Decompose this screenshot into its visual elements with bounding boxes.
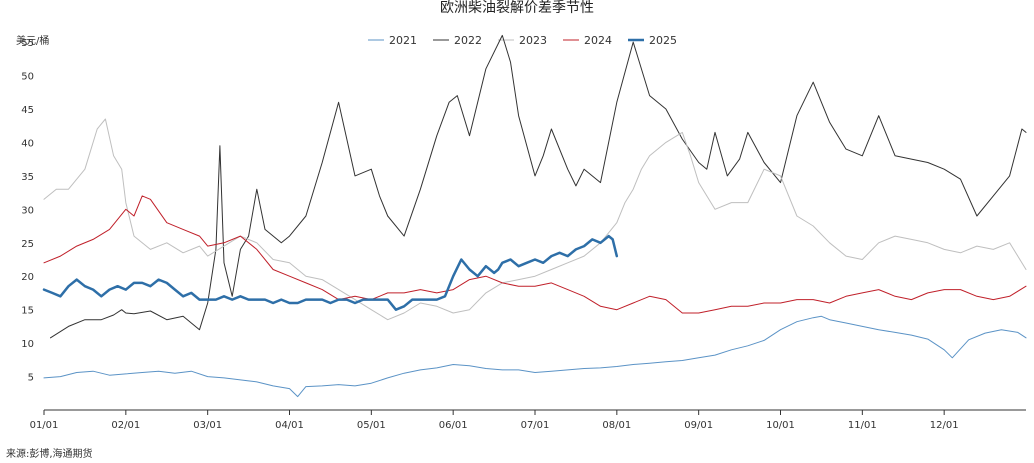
x-tick-label: 05/01: [357, 420, 386, 431]
y-axis-unit-label: 美元/桶: [16, 34, 49, 47]
source-note: 来源:彭博,海通期货: [6, 447, 93, 460]
x-tick-label: 12/01: [930, 420, 959, 431]
y-tick-label: 25: [21, 239, 34, 250]
x-tick-label: 03/01: [193, 420, 222, 431]
x-tick-label: 01/01: [30, 420, 59, 431]
y-tick-label: 20: [21, 272, 34, 283]
chart-title: 欧洲柴油裂解价差季节性: [440, 0, 594, 16]
y-tick-label: 40: [21, 138, 34, 149]
x-tick-label: 08/01: [602, 420, 631, 431]
y-tick-label: 45: [21, 105, 34, 116]
series-line-2025: [42, 234, 619, 311]
series-line-2024: [43, 195, 1027, 314]
x-tick-label: 06/01: [439, 420, 468, 431]
legend: 2021 2022 2023 2024 2025: [368, 34, 677, 47]
legend-label-2021: 2021: [389, 34, 417, 47]
series-line-2023: [43, 118, 1027, 321]
y-tick-label: 55: [21, 38, 34, 49]
y-tick-label: 50: [21, 72, 34, 83]
x-tick-label: 02/01: [111, 420, 140, 431]
x-tick-label: 07/01: [521, 420, 550, 431]
legend-label-2025: 2025: [649, 34, 677, 47]
y-tick-label: 30: [21, 205, 34, 216]
x-axis-ticks: 01/01 02/01 03/01 04/01 05/01 06/01 07/01 08/01…: [30, 410, 959, 431]
x-tick-label: 04/01: [275, 420, 304, 431]
x-tick-label: 09/01: [684, 420, 713, 431]
y-tick-label: 10: [21, 339, 34, 350]
y-tick-label: 5: [28, 373, 34, 384]
series-lines: [42, 34, 1027, 398]
series-line-2021: [43, 315, 1027, 398]
y-axis-ticks: 5 10 15 20 25 30 35 40 45 50 55: [21, 38, 34, 383]
y-tick-label: 35: [21, 172, 34, 183]
series-line-2022: [50, 34, 1027, 339]
legend-label-2023: 2023: [519, 34, 547, 47]
legend-label-2024: 2024: [584, 34, 612, 47]
y-tick-label: 15: [21, 306, 34, 317]
legend-label-2022: 2022: [454, 34, 482, 47]
x-tick-label: 10/01: [766, 420, 795, 431]
x-tick-label: 11/01: [848, 420, 877, 431]
